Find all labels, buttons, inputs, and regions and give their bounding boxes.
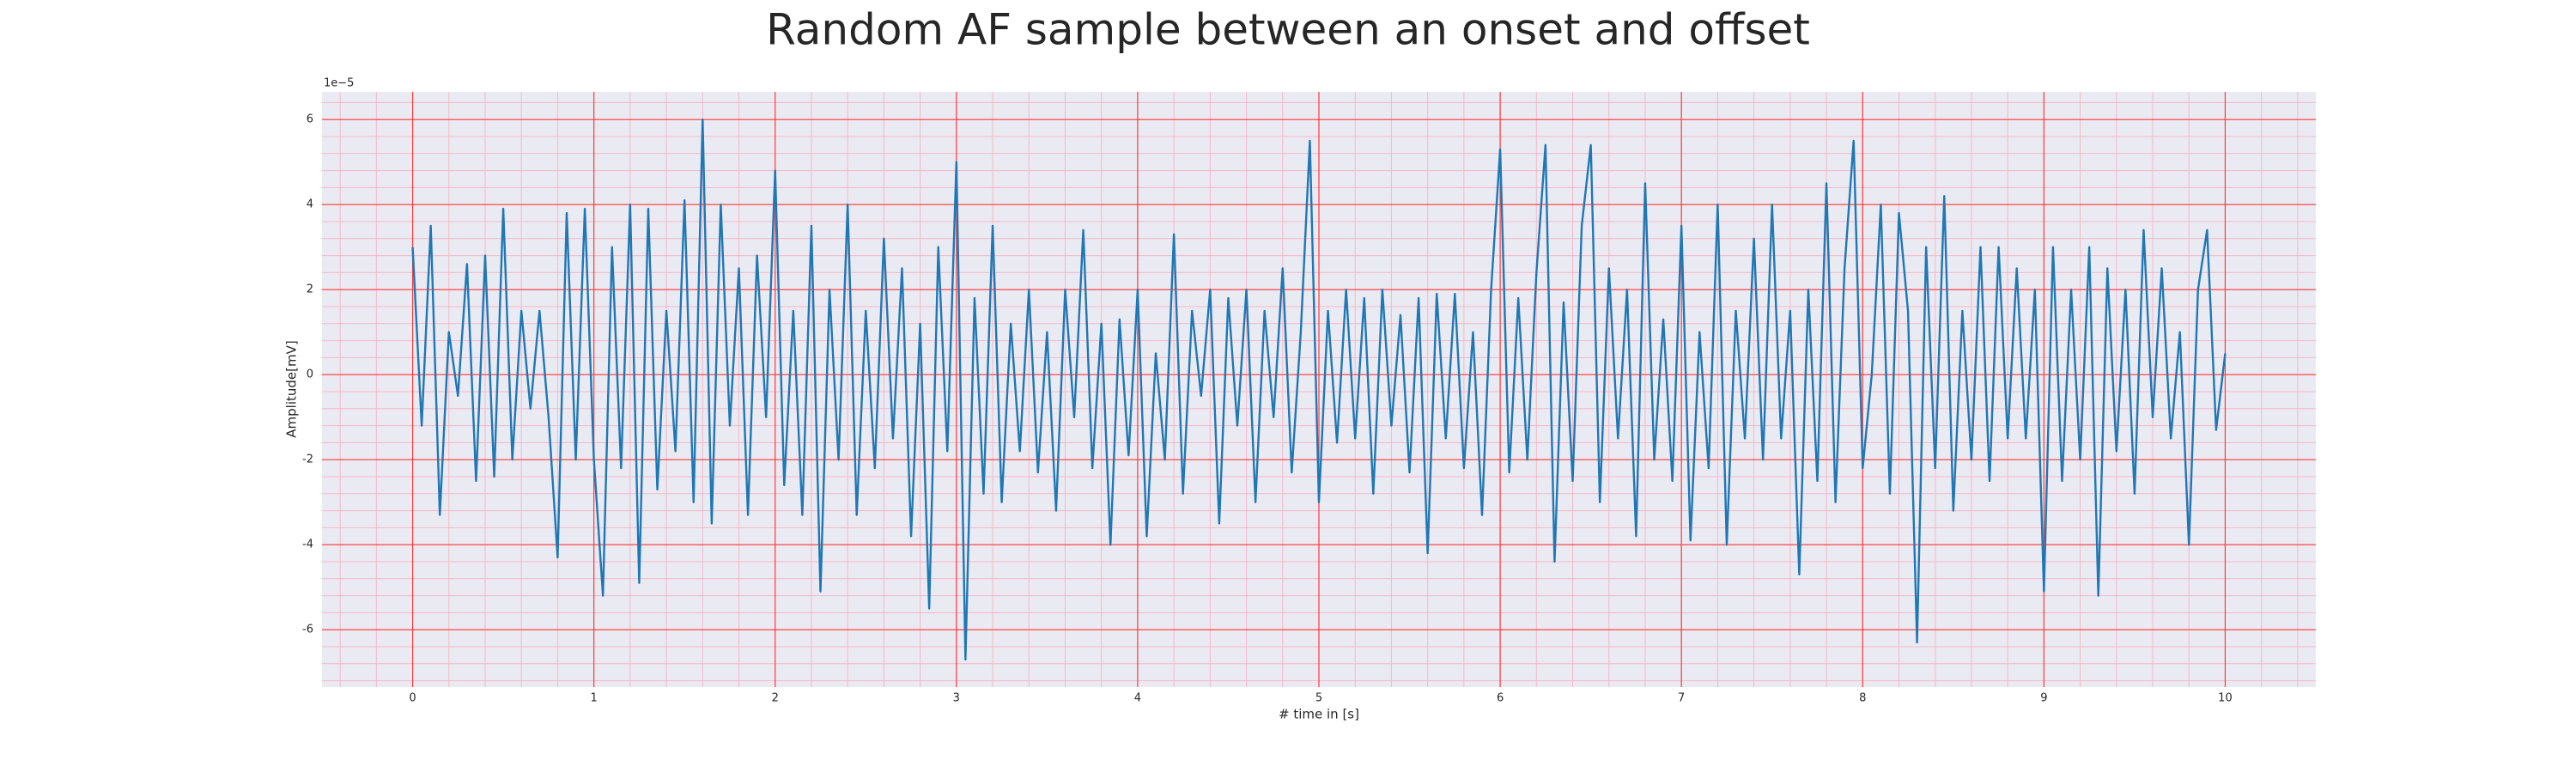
- x-tick-label: 2: [772, 692, 779, 705]
- x-tick-label: 0: [409, 692, 416, 705]
- offset-text: 1e−5: [324, 77, 354, 90]
- x-tick-label: 4: [1134, 692, 1141, 705]
- x-axis-label: # time in [s]: [1279, 707, 1359, 722]
- data-line: [411, 118, 2227, 661]
- y-tick-label: -6: [302, 624, 313, 636]
- chart-title: Random AF sample between an onset and of…: [766, 5, 1810, 55]
- x-tick-label: 8: [1859, 692, 1866, 705]
- y-tick-label: -2: [302, 453, 313, 466]
- x-tick-label: 10: [2218, 692, 2233, 705]
- y-axis-label: Amplitude[mV]: [284, 340, 300, 437]
- x-tick-label: 1: [590, 692, 597, 705]
- y-tick-label: 6: [307, 113, 313, 126]
- x-tick-label: 5: [1315, 692, 1322, 705]
- x-tick-label: 3: [953, 692, 960, 705]
- y-tick-label: 0: [307, 368, 313, 381]
- y-tick-label: -4: [302, 539, 313, 551]
- y-tick-label: 4: [307, 198, 313, 211]
- x-tick-label: 9: [2040, 692, 2047, 705]
- x-tick-label: 6: [1497, 692, 1504, 705]
- x-tick-label: 7: [1678, 692, 1685, 705]
- y-tick-label: 2: [307, 283, 313, 296]
